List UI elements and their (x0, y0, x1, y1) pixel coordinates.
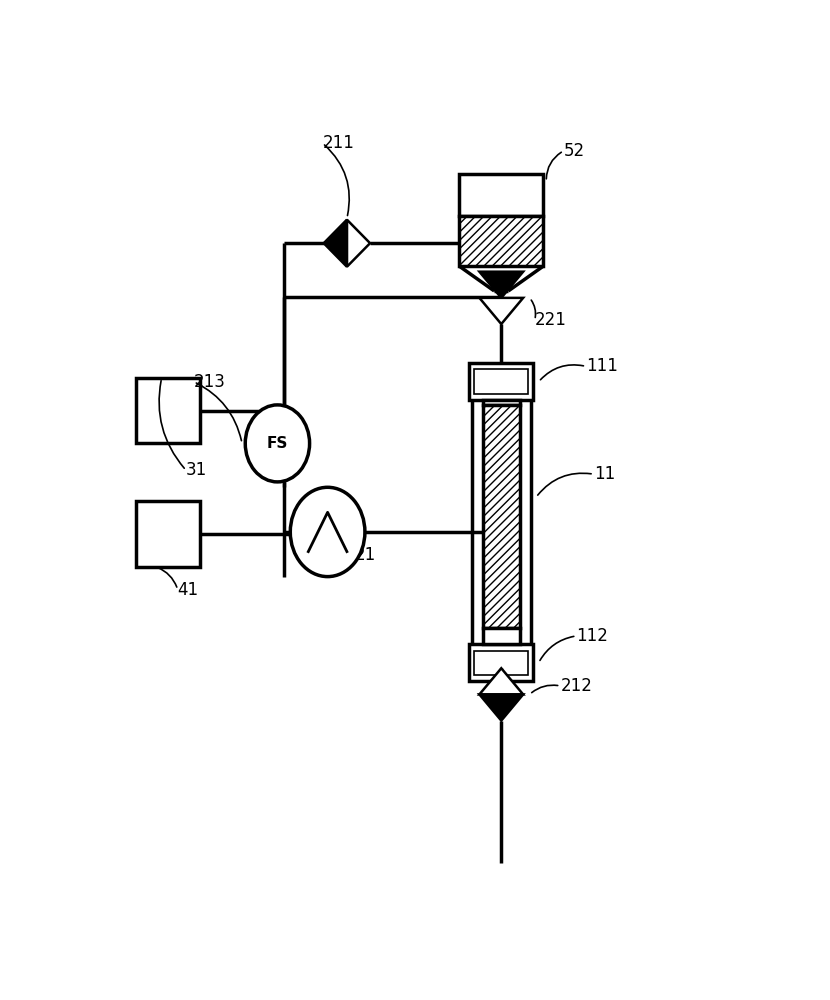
Text: 112: 112 (577, 627, 608, 645)
Bar (474, 651, 529, 675)
Text: 31: 31 (186, 461, 208, 479)
Text: 221: 221 (535, 311, 567, 329)
Bar (474, 369, 529, 394)
Bar (460, 174, 543, 216)
Text: 212: 212 (560, 677, 593, 695)
Polygon shape (480, 272, 523, 298)
Text: FS: FS (266, 436, 288, 451)
Text: 11: 11 (594, 465, 615, 483)
Circle shape (290, 487, 365, 577)
Bar (482, 400, 520, 405)
Polygon shape (480, 298, 523, 324)
Text: 21: 21 (354, 546, 376, 564)
Text: 111: 111 (586, 357, 618, 375)
Bar (469, 644, 534, 681)
Bar (482, 628, 520, 644)
Polygon shape (324, 220, 347, 267)
Bar (469, 363, 534, 400)
Text: 52: 52 (564, 142, 585, 160)
Text: 41: 41 (178, 581, 199, 599)
Text: 213: 213 (194, 373, 226, 391)
Polygon shape (480, 694, 523, 721)
Polygon shape (480, 668, 523, 694)
Text: 211: 211 (322, 134, 354, 152)
Bar (136, 378, 200, 443)
Bar (460, 216, 543, 266)
Circle shape (246, 405, 310, 482)
Bar (136, 501, 200, 567)
Bar (482, 405, 520, 628)
Polygon shape (347, 220, 370, 267)
